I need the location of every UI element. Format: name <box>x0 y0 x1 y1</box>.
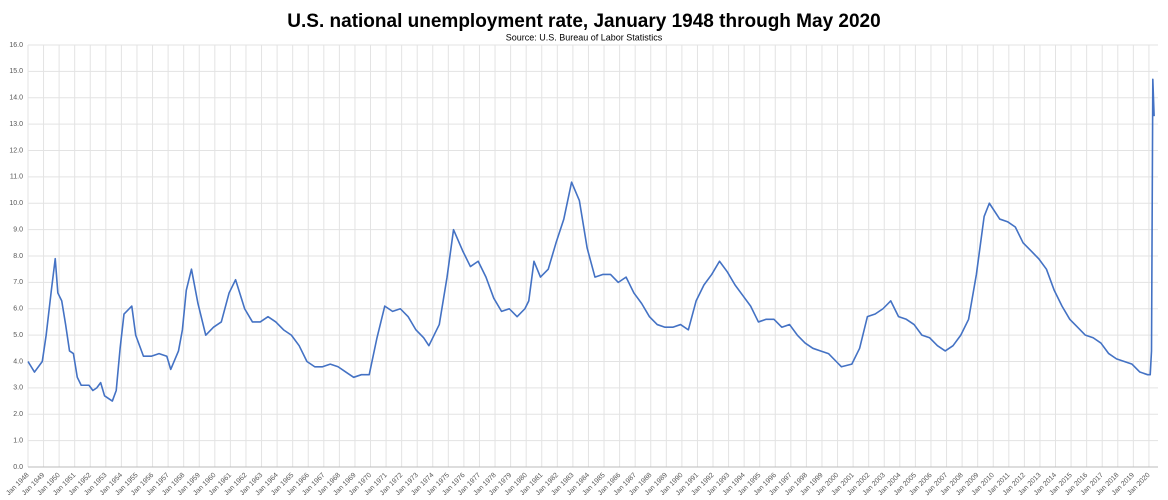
y-tick-label: 6.0 <box>13 306 23 313</box>
chart-title: U.S. national unemployment rate, January… <box>287 11 880 32</box>
y-tick-label: 2.0 <box>13 411 23 418</box>
y-tick-label: 5.0 <box>13 332 23 339</box>
y-tick-label: 16.0 <box>9 42 23 49</box>
y-tick-label: 15.0 <box>9 68 23 75</box>
series-line <box>27 78 1155 402</box>
y-tick-label: 3.0 <box>13 385 23 392</box>
y-tick-label: 4.0 <box>13 358 23 365</box>
y-tick-label: 7.0 <box>13 279 23 286</box>
y-tick-label: 9.0 <box>13 226 23 233</box>
y-tick-label: 14.0 <box>9 95 23 102</box>
y-tick-label: 1.0 <box>13 437 23 444</box>
y-tick-label: 11.0 <box>10 174 23 181</box>
y-tick-label: 0.0 <box>13 464 23 471</box>
y-tick-label: 13.0 <box>9 121 23 128</box>
y-tick-label: 10.0 <box>9 200 23 207</box>
y-tick-label: 12.0 <box>9 147 23 154</box>
y-tick-label: 8.0 <box>13 253 23 260</box>
chart-subtitle: Source: U.S. Bureau of Labor Statistics <box>506 32 663 42</box>
